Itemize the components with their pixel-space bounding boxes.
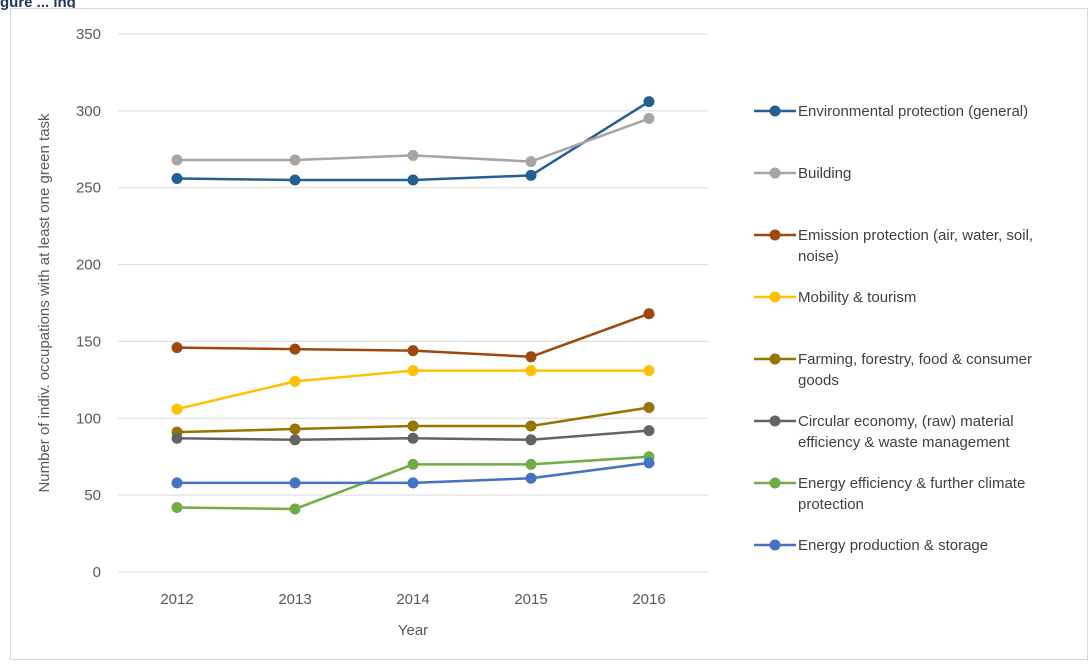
legend-swatch-marker xyxy=(769,167,781,179)
data-point xyxy=(289,154,301,166)
series xyxy=(171,96,655,186)
legend-label: Energy efficiency & further climate xyxy=(798,475,1025,492)
series xyxy=(171,457,655,489)
y-tick-label: 0 xyxy=(93,564,101,581)
data-point xyxy=(407,477,419,489)
data-point xyxy=(643,365,655,377)
x-axis-label: Year xyxy=(398,622,428,639)
y-axis-ticks: 0 50 100 150 200 250 300 350 xyxy=(76,26,101,581)
series-line xyxy=(176,369,649,411)
data-point xyxy=(171,342,183,354)
legend-item: Environmental protection (general) xyxy=(754,103,1028,120)
legend-item: Energy production & storage xyxy=(754,537,988,554)
y-tick-label: 200 xyxy=(76,257,101,274)
data-point xyxy=(289,423,301,435)
legend-label: goods xyxy=(798,372,839,389)
data-point xyxy=(525,169,537,181)
x-tick-label: 2016 xyxy=(632,591,665,608)
legend-item: Emission protection (air, water, soil, no… xyxy=(754,227,1033,265)
data-point xyxy=(525,472,537,484)
data-point xyxy=(289,375,301,387)
legend-swatch-marker xyxy=(769,229,781,241)
series xyxy=(171,365,655,415)
data-point xyxy=(525,420,537,432)
data-point xyxy=(171,501,183,513)
legend: Environmental protection (general) Buildi… xyxy=(754,103,1033,554)
legend-label: protection xyxy=(798,496,864,513)
data-point xyxy=(525,365,537,377)
series xyxy=(171,451,655,515)
data-point xyxy=(171,172,183,184)
data-point xyxy=(407,458,419,470)
legend-label: Farming, forestry, food & consumer xyxy=(798,351,1032,368)
data-point xyxy=(407,149,419,161)
legend-label: noise) xyxy=(798,248,839,265)
figure-title-partial: gure ... ing xyxy=(0,0,76,11)
data-point xyxy=(407,174,419,186)
x-tick-label: 2015 xyxy=(514,591,547,608)
legend-swatch-marker xyxy=(769,353,781,365)
series xyxy=(171,113,655,168)
y-tick-label: 300 xyxy=(76,103,101,120)
data-point xyxy=(289,174,301,186)
data-point xyxy=(407,365,419,377)
y-tick-label: 350 xyxy=(76,26,101,43)
legend-swatch-marker xyxy=(769,105,781,117)
data-point xyxy=(525,458,537,470)
legend-swatch-marker xyxy=(769,539,781,551)
x-tick-label: 2012 xyxy=(160,591,193,608)
chart-frame: 0 50 100 150 200 250 300 350 2012 2013 2014 2015 20… xyxy=(10,8,1088,660)
legend-swatch-marker xyxy=(769,415,781,427)
y-tick-label: 250 xyxy=(76,180,101,197)
data-point xyxy=(643,96,655,108)
legend-label: Mobility & tourism xyxy=(798,289,916,306)
data-point xyxy=(289,503,301,515)
data-point xyxy=(171,403,183,415)
series xyxy=(171,308,655,363)
y-tick-label: 50 xyxy=(84,487,101,504)
legend-item: Building xyxy=(754,165,851,182)
legend-item: Mobility & tourism xyxy=(754,289,916,306)
y-tick-label: 100 xyxy=(76,410,101,427)
data-point xyxy=(525,434,537,446)
y-tick-label: 150 xyxy=(76,333,101,350)
data-point xyxy=(289,434,301,446)
data-point xyxy=(643,457,655,469)
data-point xyxy=(643,308,655,320)
legend-swatch-marker xyxy=(769,477,781,489)
legend-label: Circular economy, (raw) material xyxy=(798,413,1014,430)
legend-swatch-marker xyxy=(769,291,781,303)
legend-label: Energy production & storage xyxy=(798,537,988,554)
series-lines xyxy=(171,96,655,515)
series xyxy=(171,402,655,438)
x-tick-label: 2013 xyxy=(278,591,311,608)
legend-item: Circular economy, (raw) material efficien… xyxy=(754,413,1014,451)
data-point xyxy=(407,345,419,357)
legend-label: Emission protection (air, water, soil, xyxy=(798,227,1033,244)
legend-label: efficiency & waste management xyxy=(798,434,1010,451)
data-point xyxy=(171,477,183,489)
data-point xyxy=(171,432,183,444)
legend-label: Building xyxy=(798,165,851,182)
data-point xyxy=(289,343,301,355)
x-tick-label: 2014 xyxy=(396,591,429,608)
data-point xyxy=(171,154,183,166)
data-point xyxy=(643,113,655,125)
data-point xyxy=(525,156,537,168)
data-point xyxy=(407,432,419,444)
series xyxy=(171,425,655,446)
series-line xyxy=(176,100,650,182)
data-point xyxy=(525,351,537,363)
data-point xyxy=(643,425,655,437)
data-point xyxy=(289,477,301,489)
data-point xyxy=(407,420,419,432)
legend-item: Energy efficiency & further climate prote… xyxy=(754,475,1025,513)
legend-label: Environmental protection (general) xyxy=(798,103,1028,120)
data-point xyxy=(643,402,655,414)
x-axis-ticks: 2012 2013 2014 2015 2016 xyxy=(160,591,665,608)
gridlines xyxy=(118,33,708,573)
legend-item: Farming, forestry, food & consumer goods xyxy=(754,351,1032,389)
y-axis-label: Number of indiv. occupations with at lea… xyxy=(36,113,53,493)
